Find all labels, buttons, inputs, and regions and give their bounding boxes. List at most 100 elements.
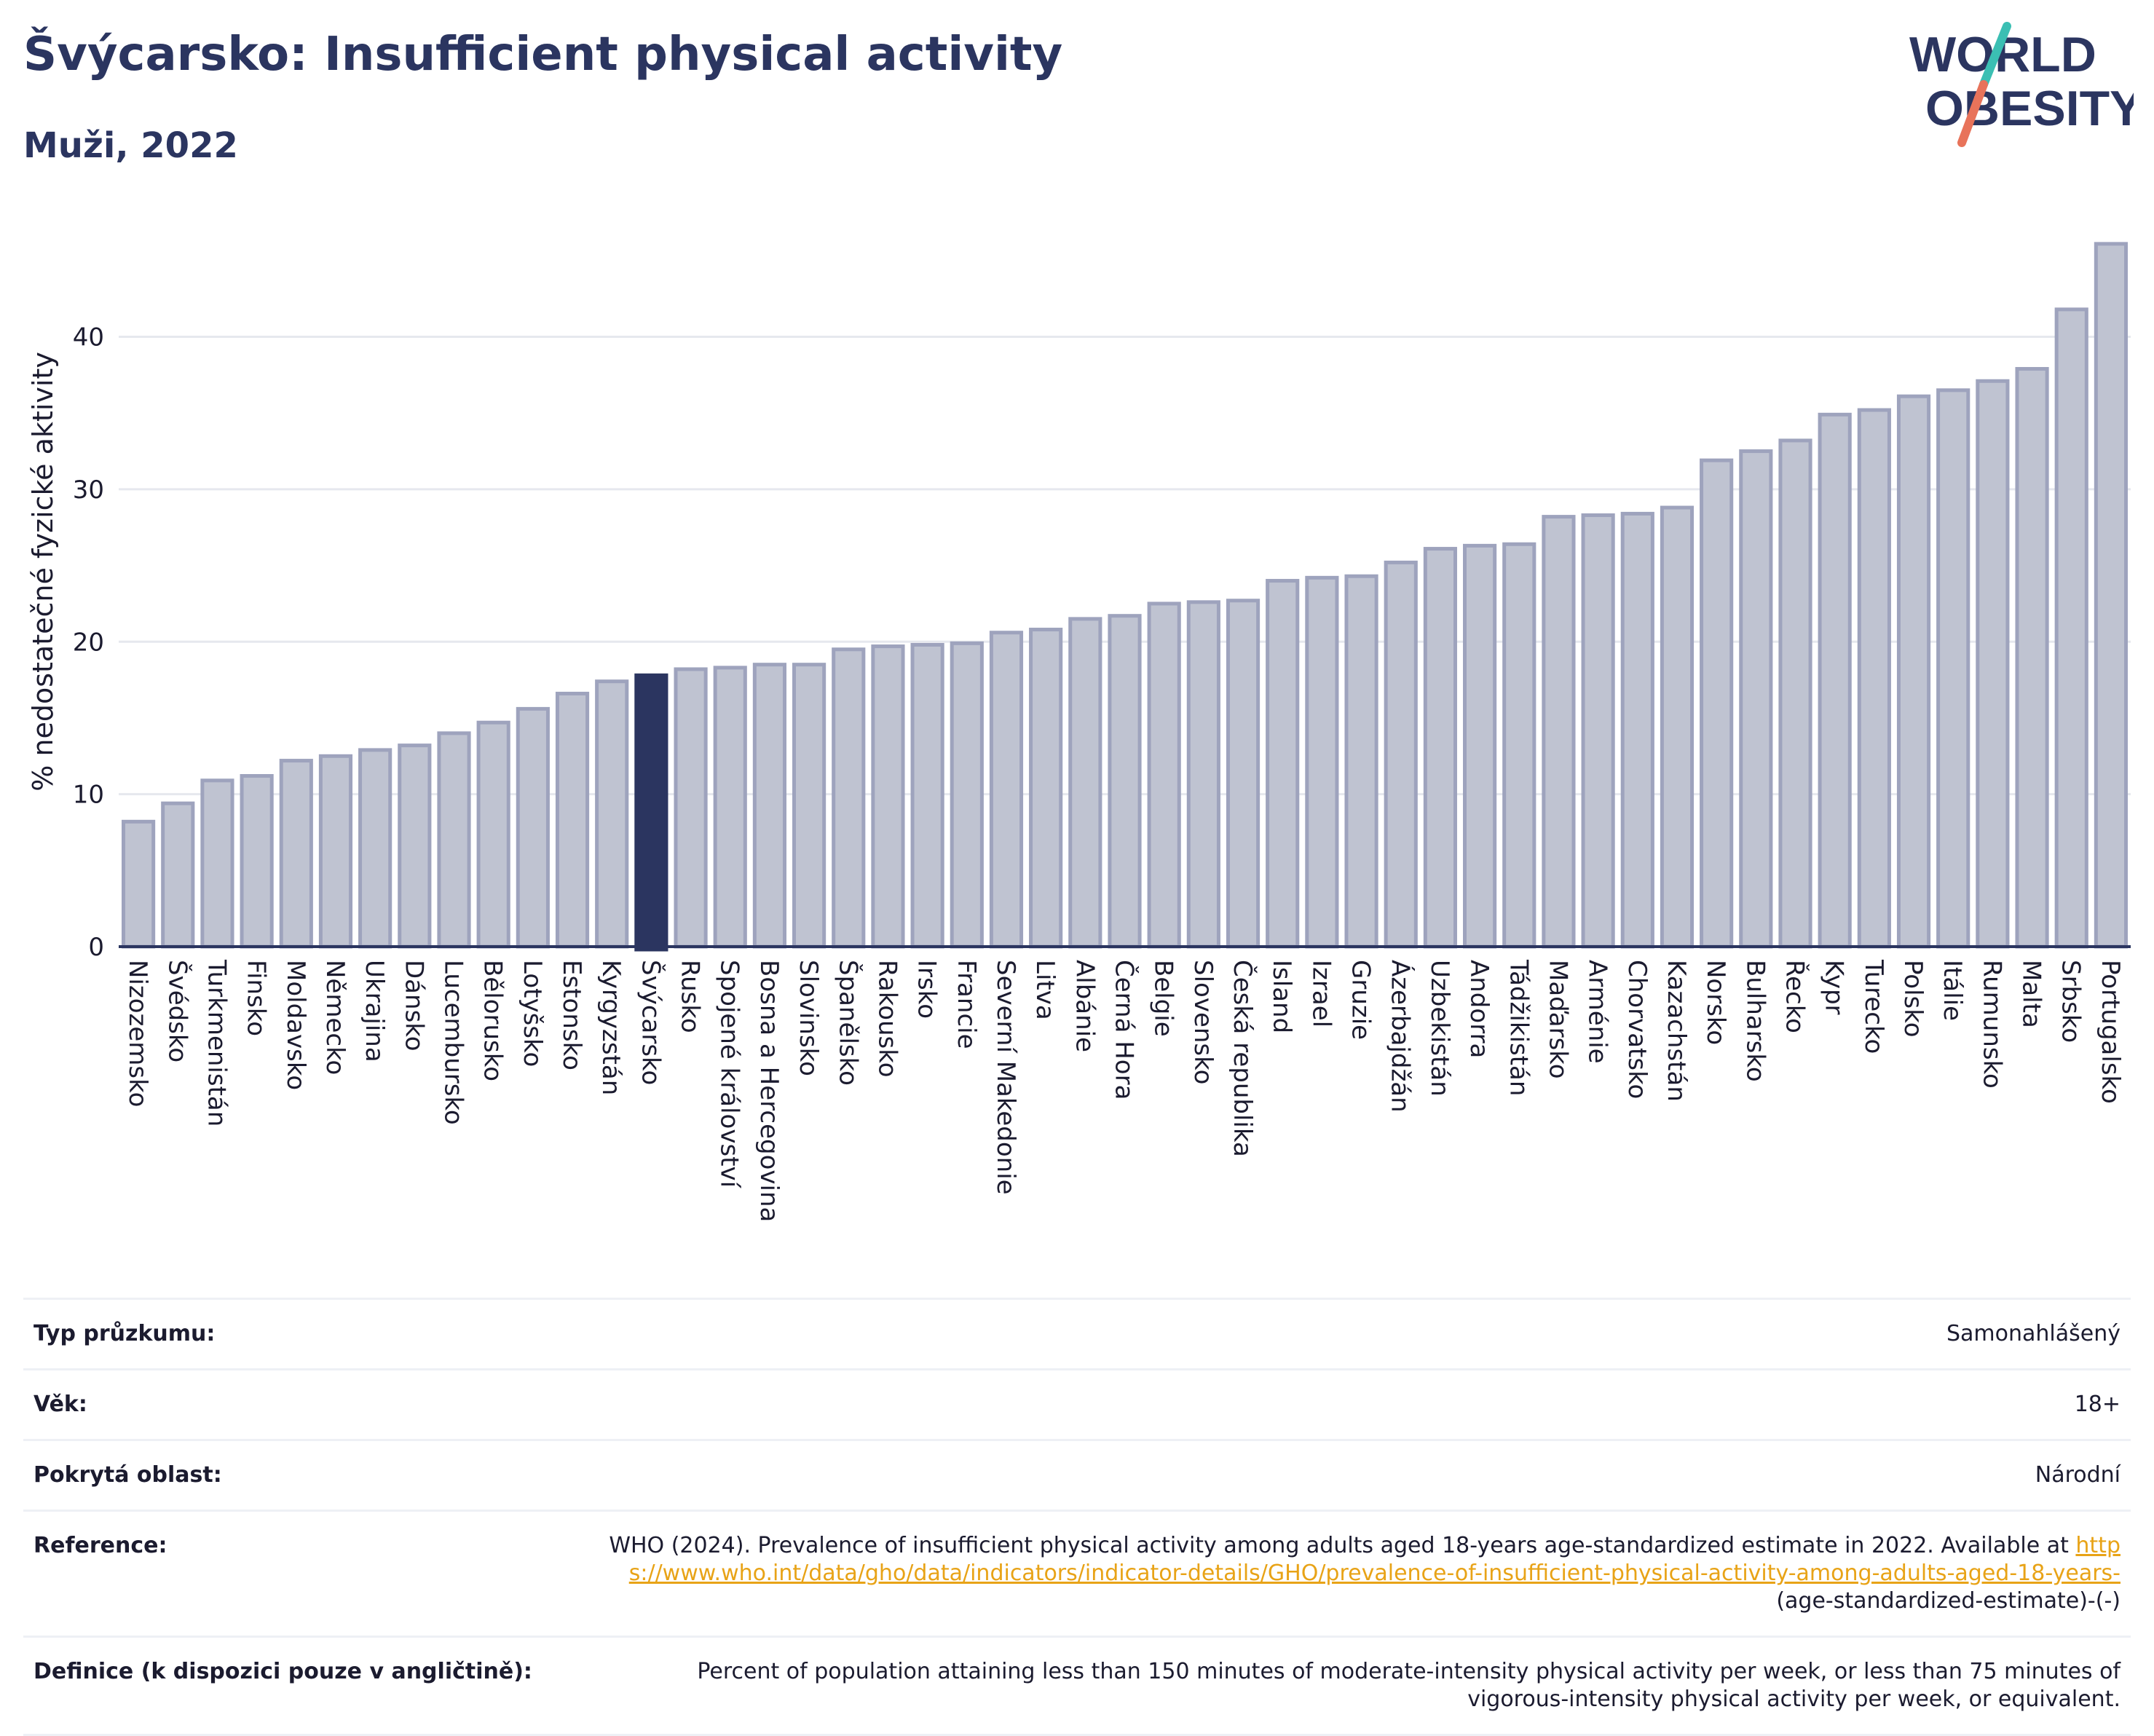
definition-value: Percent of population attaining less tha… — [597, 1636, 2131, 1736]
x-tick-label: Norsko — [1701, 960, 1730, 1045]
info-row-coverage: Pokrytá oblast: Národní — [23, 1439, 2131, 1511]
bar-Rumunsko — [1976, 379, 2010, 949]
y-tick-label: 40 — [73, 323, 104, 352]
bar-Kazachstán — [1660, 505, 1695, 949]
bar-Rusko — [674, 667, 708, 949]
bar-Severní Makedonie — [989, 631, 1024, 949]
bar-Švédsko — [161, 801, 195, 949]
x-tick-label: Německo — [320, 960, 350, 1075]
bar-Bulharsko — [1739, 449, 1773, 949]
x-tick-label: Tádžikistán — [1504, 959, 1533, 1096]
bar-Bělorusko — [476, 720, 510, 949]
bar-Norsko — [1700, 458, 1734, 949]
bar-Tádžikistán — [1502, 542, 1536, 949]
logo-slash-top — [1979, 22, 2011, 89]
reference-suffix: (age-standardized-estimate)-(-) — [1776, 1588, 2121, 1614]
x-tick-label: Černá Hora — [1110, 960, 1140, 1100]
bar-Turecko — [1857, 408, 1891, 949]
x-tick-label: Francie — [952, 960, 981, 1049]
x-tick-label: Maďarsko — [1543, 960, 1572, 1079]
x-tick-label: Arménie — [1583, 960, 1612, 1064]
age-label: Věk: — [23, 1368, 597, 1440]
x-tick-label: Izrael — [1306, 960, 1336, 1027]
bar-Albánie — [1068, 617, 1102, 949]
bar-Gruzie — [1344, 574, 1378, 949]
bar-Andorra — [1463, 543, 1497, 949]
info-row-definition: Definice (k dispozici pouze v angličtině… — [23, 1636, 2131, 1736]
bar-Malta — [2015, 367, 2049, 949]
bar-Ukrajina — [358, 748, 392, 949]
x-tick-label: Ukrajina — [360, 960, 389, 1062]
bar-Španělsko — [832, 647, 866, 949]
x-tick-label: Uzbekistán — [1425, 960, 1454, 1097]
x-tick-label: Severní Makedonie — [991, 960, 1020, 1195]
x-tick-label: Finsko — [242, 960, 271, 1036]
survey-type-value: Samonahlášený — [597, 1298, 2131, 1370]
x-tick-label: Litva — [1030, 960, 1060, 1020]
x-tick-label: Chorvatsko — [1622, 960, 1652, 1099]
bar-Estonsko — [555, 691, 590, 949]
x-tick-label: Kazachstán — [1662, 960, 1691, 1102]
y-axis-label: % nedostatečné fyzické aktivity — [27, 352, 59, 792]
x-tick-label: Švýcarsko — [636, 960, 666, 1085]
bar-Itálie — [1936, 388, 1970, 949]
bar-Irsko — [910, 642, 944, 949]
x-tick-label: Slovensko — [1188, 960, 1218, 1084]
x-tick-label: Portugalsko — [2096, 960, 2125, 1104]
bar-Island — [1266, 579, 1300, 949]
bar-Maďarsko — [1542, 515, 1576, 949]
bar-Turkmenistán — [200, 778, 234, 949]
x-tick-label: Česká republika — [1228, 960, 1258, 1157]
y-tick-label: 30 — [73, 476, 104, 505]
bar-Moldavsko — [279, 759, 313, 949]
x-tick-label: Itálie — [1938, 960, 1967, 1021]
bar-Lotyšsko — [516, 706, 550, 949]
x-tick-label: Španělsko — [833, 960, 863, 1086]
bar-Finsko — [240, 774, 274, 949]
x-tick-label: Spojené království — [715, 960, 744, 1189]
bar-Izrael — [1305, 575, 1339, 949]
bar-Česká republika — [1226, 599, 1261, 949]
x-tick-label: Bělorusko — [478, 960, 508, 1081]
bar-Uzbekistán — [1423, 547, 1457, 949]
info-row-survey: Typ průzkumu: Samonahlášený — [23, 1298, 2131, 1370]
coverage-label: Pokrytá oblast: — [23, 1439, 597, 1511]
x-axis-ticks: Nizozemsko Švédsko Turkmenistán Finsko Molda… — [123, 959, 2125, 1222]
world-obesity-logo: WORLD OBESITY — [1909, 22, 2134, 147]
x-tick-label: Belgie — [1149, 960, 1178, 1037]
bar-Černá Hora — [1108, 614, 1142, 949]
x-tick-label: Ázerbajdžán — [1386, 960, 1416, 1113]
bar-Kypr — [1818, 412, 1852, 949]
logo-slash-bottom — [1957, 80, 1988, 147]
reference-link[interactable]: https://www.who.int/data/gho/data/indica… — [628, 1533, 2121, 1586]
x-tick-label: Slovinsko — [794, 960, 823, 1076]
bar-Arménie — [1581, 513, 1615, 949]
age-value: 18+ — [597, 1368, 2131, 1440]
chart-subtitle: Muži, 2022 — [23, 125, 238, 166]
bar-Spojené království — [713, 666, 747, 949]
reference-value: WHO (2024). Prevalence of insufficient p… — [597, 1510, 2131, 1637]
bar-Řecko — [1778, 438, 1812, 949]
bar-chart: 0 10 20 30 40 Nizozemsko Švédsko Turkmenistán F… — [27, 242, 2131, 1222]
survey-type-label: Typ průzkumu: — [23, 1298, 597, 1370]
x-tick-label: Kyrgyzstán — [596, 960, 626, 1095]
bar-Polsko — [1896, 394, 1931, 949]
info-row-age: Věk: 18+ — [23, 1368, 2131, 1440]
bars — [122, 242, 2128, 952]
y-tick-label: 0 — [88, 933, 104, 962]
x-tick-label: Kypr — [1820, 960, 1849, 1015]
x-tick-label: Andorra — [1464, 960, 1494, 1058]
x-tick-label: Gruzie — [1346, 960, 1376, 1040]
x-tick-label: Turecko — [1859, 959, 1888, 1054]
definition-label: Definice (k dispozici pouze v angličtině… — [23, 1636, 597, 1736]
bar-Německo — [318, 754, 353, 949]
x-tick-label: Dánsko — [399, 960, 428, 1052]
reference-text: WHO (2024). Prevalence of insufficient p… — [609, 1533, 2069, 1558]
x-tick-label: Lotyšsko — [518, 960, 547, 1067]
x-tick-label: Bosna a Hercegovina — [754, 960, 784, 1222]
y-axis-ticks: 0 10 20 30 40 — [73, 323, 104, 962]
bar-Dánsko — [398, 743, 432, 949]
x-tick-label: Srbsko — [2056, 960, 2086, 1043]
info-row-reference: Reference: WHO (2024). Prevalence of ins… — [23, 1510, 2131, 1637]
chart-title: Švýcarsko: Insufficient physical activit… — [23, 28, 1063, 82]
